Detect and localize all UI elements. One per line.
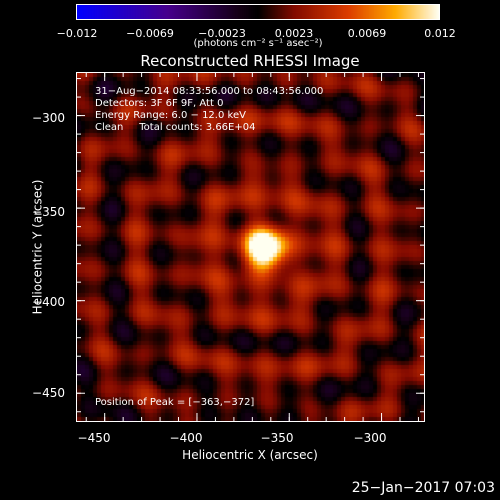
y-tick-label: −450 xyxy=(32,386,65,400)
colorbar-tick-label: −0.0023 xyxy=(198,27,246,40)
colorbar-tick-label: 0.0023 xyxy=(274,27,314,40)
x-axis-label: Heliocentric X (arcsec) xyxy=(182,448,318,462)
chart-title: Reconstructed RHESSI Image xyxy=(140,52,360,70)
date-stamp: 25−Jan−2017 07:03 xyxy=(351,480,495,496)
y-tick-label: −350 xyxy=(32,205,65,219)
colorbar-frame xyxy=(76,4,440,20)
info-detectors: Detectors: 3F 6F 9F, Att 0 xyxy=(95,98,224,109)
y-tick-label: −400 xyxy=(32,295,65,309)
y-axis-label: Heliocentric Y (arcsec) xyxy=(30,179,45,315)
info-total-counts: Clean Total counts: 3.66E+04 xyxy=(95,122,256,133)
peak-position-text: Position of Peak = [−363,−372] xyxy=(95,397,255,408)
x-tick-label: −450 xyxy=(77,431,111,445)
colorbar-tick-label: −0.012 xyxy=(56,27,98,40)
plot-area xyxy=(76,72,425,422)
heatmap-image xyxy=(77,73,424,421)
info-energy-range: Energy Range: 6.0 − 12.0 keV xyxy=(95,110,246,121)
colorbar-unit-label: (photons cm⁻² s⁻¹ asec⁻²) xyxy=(193,38,323,49)
x-tick-label: −400 xyxy=(169,431,203,445)
x-tick-label: −350 xyxy=(260,431,294,445)
info-time-range: 31−Aug−2014 08:33:56.000 to 08:43:56.000 xyxy=(95,86,324,97)
colorbar-tick-label: 0.012 xyxy=(424,27,456,40)
colorbar-tick-label: 0.0069 xyxy=(347,27,387,40)
colorbar-tick-label: −0.0069 xyxy=(126,27,174,40)
y-tick-label: −300 xyxy=(32,111,65,125)
x-tick-label: −300 xyxy=(353,431,387,445)
colorbar-gradient xyxy=(77,5,439,19)
